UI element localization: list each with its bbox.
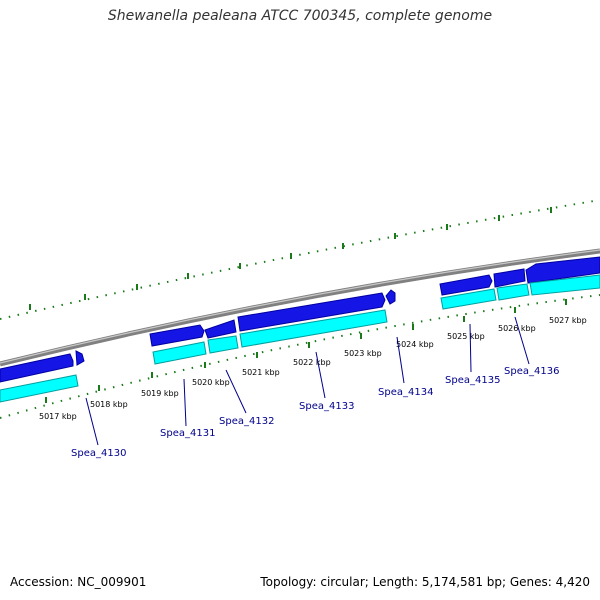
lower-feature bbox=[440, 288, 497, 310]
lower-feature bbox=[152, 341, 207, 365]
outer-ruler-dots bbox=[0, 199, 600, 320]
genome-backbone-highlight bbox=[0, 249, 600, 364]
gene-label-spea-4133: Spea_4133 bbox=[299, 401, 354, 412]
lower-feature bbox=[239, 309, 388, 348]
kbp-label-5019: 5019 kbp bbox=[141, 389, 179, 398]
lower-feature bbox=[496, 283, 530, 301]
outer-tick-ruler bbox=[0, 199, 600, 320]
leader-line-spea-4130 bbox=[85, 397, 99, 446]
forward-cds-track bbox=[0, 256, 600, 383]
kbp-label-5022: 5022 kbp bbox=[293, 358, 331, 367]
leader-line-spea-4133 bbox=[315, 351, 326, 399]
leader-line-spea-4132 bbox=[225, 369, 247, 414]
cds-arrow-spea-4135 bbox=[439, 274, 493, 296]
leader-line-spea-4134 bbox=[396, 336, 405, 384]
accession-label: Accession: NC_009901 bbox=[10, 575, 147, 589]
cds-arrow-spea-4136 bbox=[493, 268, 526, 288]
inner-tick-ruler bbox=[0, 294, 600, 419]
kbp-labels: 5017 kbp 5018 kbp 5019 kbp 5020 kbp 5021… bbox=[39, 316, 587, 421]
lower-feature bbox=[207, 335, 239, 354]
cds-arrow-spea-4133 bbox=[237, 292, 386, 332]
cds-arrow-small bbox=[75, 350, 85, 366]
gene-leader-lines bbox=[85, 316, 530, 446]
map-title: Shewanella pealeana ATCC 700345, complet… bbox=[107, 8, 493, 24]
cds-arrow-spea-4132 bbox=[204, 319, 237, 339]
kbp-label-5020: 5020 kbp bbox=[192, 378, 230, 387]
gene-label-spea-4130: Spea_4130 bbox=[71, 448, 126, 459]
gene-label-spea-4135: Spea_4135 bbox=[445, 375, 500, 386]
kbp-label-5018: 5018 kbp bbox=[90, 400, 128, 409]
lower-feature bbox=[529, 274, 600, 296]
gene-label-spea-4132: Spea_4132 bbox=[219, 416, 274, 427]
gene-label-spea-4131: Spea_4131 bbox=[160, 428, 215, 439]
genome-stats-label: Topology: circular; Length: 5,174,581 bp… bbox=[260, 575, 590, 589]
kbp-label-5017: 5017 kbp bbox=[39, 412, 77, 421]
kbp-label-5021: 5021 kbp bbox=[242, 368, 280, 377]
cds-arrow-spea-4130 bbox=[0, 353, 74, 383]
cds-arrow-spea-4131 bbox=[149, 324, 205, 347]
cds-arrow-small-2 bbox=[385, 289, 396, 305]
cds-arrow-next bbox=[525, 256, 600, 284]
gene-label-spea-4134: Spea_4134 bbox=[378, 387, 433, 398]
leader-line-spea-4135 bbox=[469, 323, 472, 373]
gene-labels: Spea_4130 Spea_4131 Spea_4132 Spea_4133 … bbox=[71, 366, 559, 459]
genome-backbone bbox=[0, 248, 600, 367]
kbp-label-5027: 5027 kbp bbox=[549, 316, 587, 325]
kbp-label-5023: 5023 kbp bbox=[344, 349, 382, 358]
lower-feature-track bbox=[0, 274, 600, 403]
leader-line-spea-4131 bbox=[183, 378, 187, 427]
kbp-label-5024: 5024 kbp bbox=[396, 340, 434, 349]
gene-label-spea-4136: Spea_4136 bbox=[504, 366, 559, 377]
leader-line-spea-4136 bbox=[514, 316, 530, 365]
kbp-label-5026: 5026 kbp bbox=[498, 324, 536, 333]
kbp-label-5025: 5025 kbp bbox=[447, 332, 485, 341]
lower-feature bbox=[0, 374, 79, 403]
